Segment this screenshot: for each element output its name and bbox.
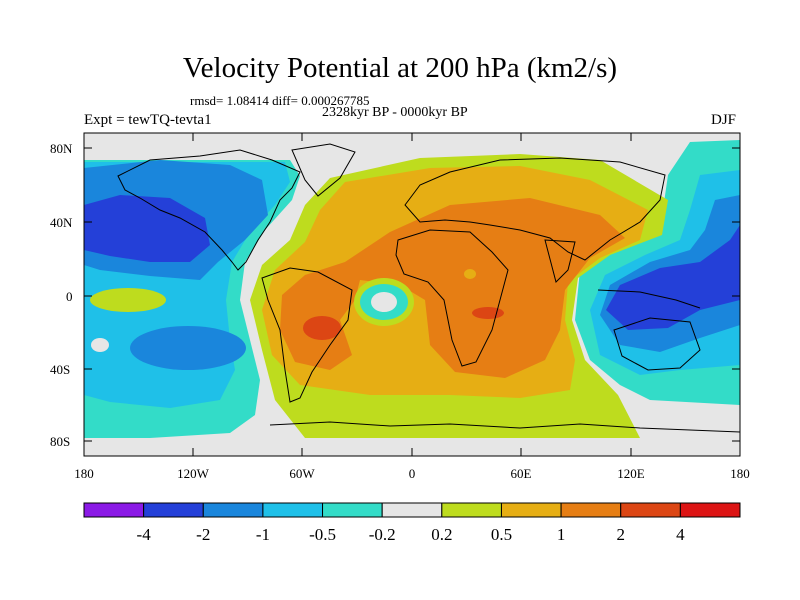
colorbar: -4 -2 -1 -0.5 -0.2 0.2 0.5 1 2 4 [83,502,741,544]
colorbar-swatch [143,502,204,518]
colorbar-swatch [500,502,562,518]
x-axis-labels: 180 120W 60W 0 60E 120E 180 [74,466,750,481]
colorbar-label: -2 [196,525,210,544]
y-tick-label: 0 [66,289,73,304]
colorbar-label: 0.5 [491,525,512,544]
colorbar-swatch [322,502,383,518]
x-tick-label: 60E [511,466,532,481]
map-title: Velocity Potential at 200 hPa (km2/s) [182,52,618,84]
y-tick-label: 80N [50,141,73,156]
coast-eurasia [404,157,666,261]
field-pos-max-africa [472,307,504,319]
x-tick-label: 0 [409,466,416,481]
colorbar-swatch [381,502,443,518]
field-pos-pacific-blob [90,288,166,312]
colorbar-swatch [679,502,741,518]
colorbar-label: -4 [137,525,152,544]
field-neutral-pacific-spot [91,338,109,352]
coast-south-america [261,267,353,403]
season-label: DJF [711,112,737,128]
y-tick-label: 40N [50,215,73,230]
colorbar-label: 2 [616,525,625,544]
colorbar-swatch [620,502,681,518]
x-tick-label: 120E [617,466,645,481]
coast-africa [395,229,509,367]
contour-field [84,133,740,456]
y-axis-labels: 80N 40N 0 40S 80S [50,141,73,449]
x-tick-label: 120W [177,466,210,481]
field-pos-mid-spot [464,269,476,279]
field-atlantic-ring-inner [371,292,397,312]
colorbar-swatch [262,502,324,518]
field-neg-west-south [130,326,246,370]
field-neg-west-max [84,195,210,262]
y-tick-label: 40S [50,362,70,377]
field-pos-high [280,198,625,378]
colorbar-label: -1 [256,525,270,544]
colorbar-swatch [83,502,145,518]
x-tick-label: 180 [74,466,94,481]
coast-antarctica [269,421,740,433]
experiment-label: Expt = tewTQ-tevta1 [84,112,212,128]
colorbar-swatch [441,502,502,518]
colorbar-swatch [560,502,622,518]
field-neg-east-max [606,225,740,330]
coast-maritime-continent [597,289,701,309]
coast-north-america [117,149,301,271]
colorbar-label: -0.2 [369,525,396,544]
field-pos-max-south-america [303,316,341,340]
colorbar-label: 4 [676,525,685,544]
coast-india [544,239,576,283]
x-tick-label: 60W [289,466,315,481]
stats-text: rmsd= 1.08414 diff= 0.000267785 [190,93,370,108]
coast-greenland [291,143,356,197]
period-text: 2328kyr BP - 0000kyr BP [322,105,468,120]
colorbar-label: -0.5 [309,525,336,544]
coastlines [117,143,740,433]
y-tick-label: 80S [50,434,70,449]
colorbar-label: 1 [557,525,566,544]
x-tick-label: 180 [730,466,750,481]
colorbar-swatch [202,502,264,518]
coast-australia [613,317,701,371]
colorbar-label: 0.2 [431,525,452,544]
